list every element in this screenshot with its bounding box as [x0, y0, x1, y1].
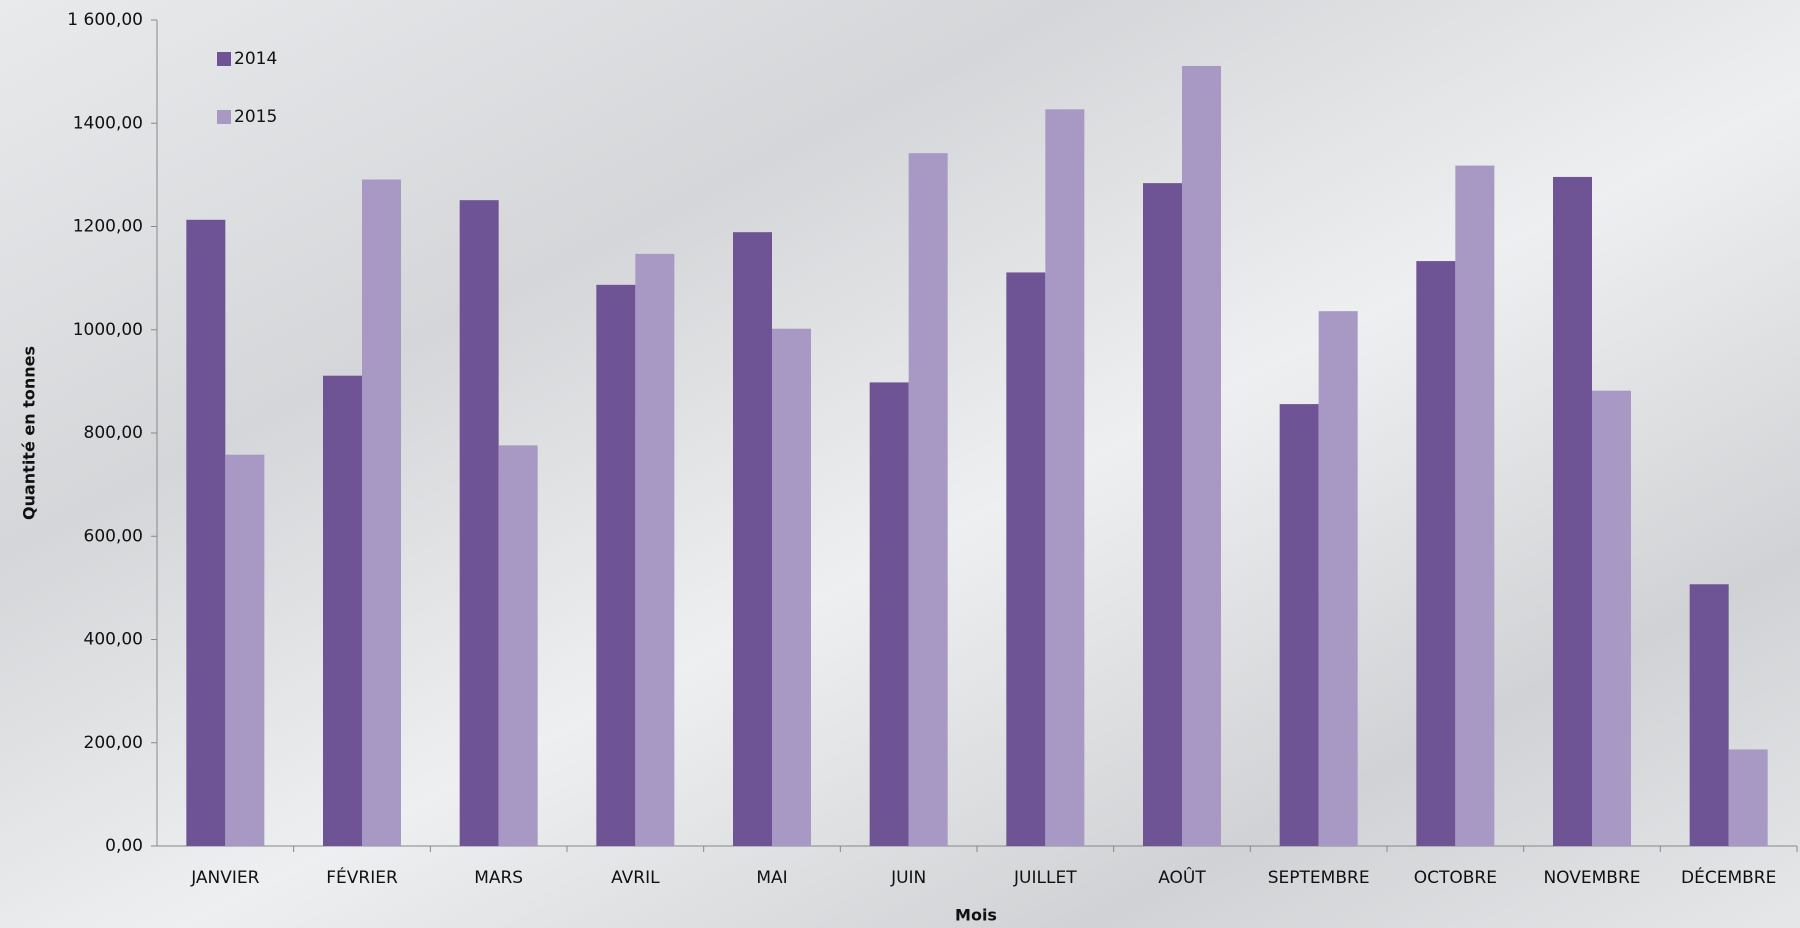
bar — [772, 328, 811, 846]
y-tick-label: 200,00 — [84, 733, 143, 753]
bar — [1689, 584, 1729, 846]
x-tick-label: AVRIL — [611, 868, 660, 888]
legend-swatch — [217, 52, 231, 66]
x-tick-label: MARS — [474, 868, 523, 888]
x-tick-label: SEPTEMBRE — [1268, 868, 1370, 888]
bar — [323, 375, 362, 846]
y-tick-label: 1000,00 — [73, 320, 143, 340]
bar — [1006, 272, 1046, 846]
y-tick-label: 1400,00 — [73, 113, 143, 133]
legend-label: 2014 — [234, 49, 277, 69]
bar — [1455, 165, 1495, 846]
x-tick-label: NOVEMBRE — [1543, 868, 1640, 888]
x-tick-label: FÉVRIER — [326, 866, 398, 888]
y-tick-label: 400,00 — [84, 630, 143, 650]
bar — [1045, 109, 1085, 846]
bar — [1318, 311, 1358, 846]
y-axis-title: Quantité en tonnes — [20, 346, 39, 520]
x-tick-label: JANVIER — [190, 868, 259, 888]
bar — [635, 253, 675, 846]
bar — [733, 232, 772, 846]
y-tick-label: 600,00 — [84, 526, 143, 546]
bar — [1728, 749, 1768, 846]
bar — [908, 153, 948, 846]
y-tick-label: 800,00 — [84, 423, 143, 443]
bar — [1592, 390, 1631, 846]
bar — [869, 382, 909, 846]
y-tick-label: 1 600,00 — [67, 10, 143, 30]
bar — [1553, 176, 1592, 846]
bar — [596, 284, 636, 846]
x-tick-label: OCTOBRE — [1414, 868, 1497, 888]
x-tick-label: MAI — [756, 868, 787, 888]
x-tick-label: DÉCEMBRE — [1681, 866, 1776, 888]
legend-label: 2015 — [234, 107, 277, 127]
bar — [1143, 183, 1182, 846]
bar — [1182, 65, 1221, 847]
bar — [186, 219, 226, 846]
bar — [1416, 261, 1456, 846]
legend-swatch — [217, 110, 231, 124]
y-tick-label: 1200,00 — [73, 217, 143, 237]
x-axis-title: Mois — [955, 906, 997, 925]
bar — [459, 200, 499, 846]
bar — [362, 179, 401, 847]
bar — [498, 445, 538, 846]
bar — [1279, 404, 1319, 846]
x-tick-label: JUILLET — [1013, 868, 1077, 888]
x-tick-label: JUIN — [890, 868, 926, 888]
bar — [225, 454, 265, 846]
y-tick-label: 0,00 — [105, 836, 143, 856]
x-tick-label: AOÛT — [1158, 866, 1206, 888]
